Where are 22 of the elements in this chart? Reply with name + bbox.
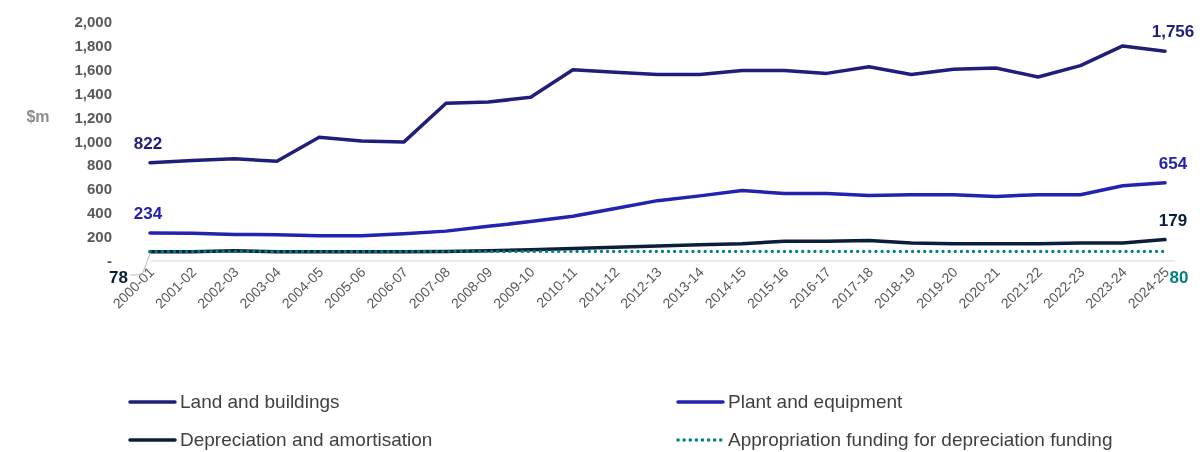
y-tick-label: 1,000 [74, 132, 112, 150]
y-tick-label: 1,200 [74, 108, 112, 126]
y-tick-label: 800 [86, 156, 112, 174]
y-tick-label: 400 [86, 204, 112, 222]
y-tick-label: 600 [86, 180, 112, 198]
y-tick-label: - [107, 252, 112, 269]
legend-label: Plant and equipment [728, 391, 904, 412]
y-tick-label: 2,000 [74, 13, 112, 30]
legend-label: Depreciation and amortisation [180, 429, 433, 450]
data-label: 234 [133, 204, 163, 224]
y-tick-label: 1,600 [74, 60, 112, 78]
data-label: 822 [133, 133, 163, 153]
y-tick-label: 200 [86, 228, 112, 246]
data-label: 1,756 [1151, 22, 1195, 42]
legend-label: Appropriation funding for depreciation funding [728, 429, 1113, 450]
data-label: 80 [1169, 268, 1189, 287]
legend-label: Land and buildings [180, 391, 340, 412]
data-label: 654 [1158, 153, 1188, 173]
y-tick-label: 1,400 [74, 84, 112, 102]
data-label: 179 [1158, 210, 1188, 230]
y-axis-title: $m [26, 108, 50, 125]
y-tick-label: 1,800 [74, 36, 112, 54]
